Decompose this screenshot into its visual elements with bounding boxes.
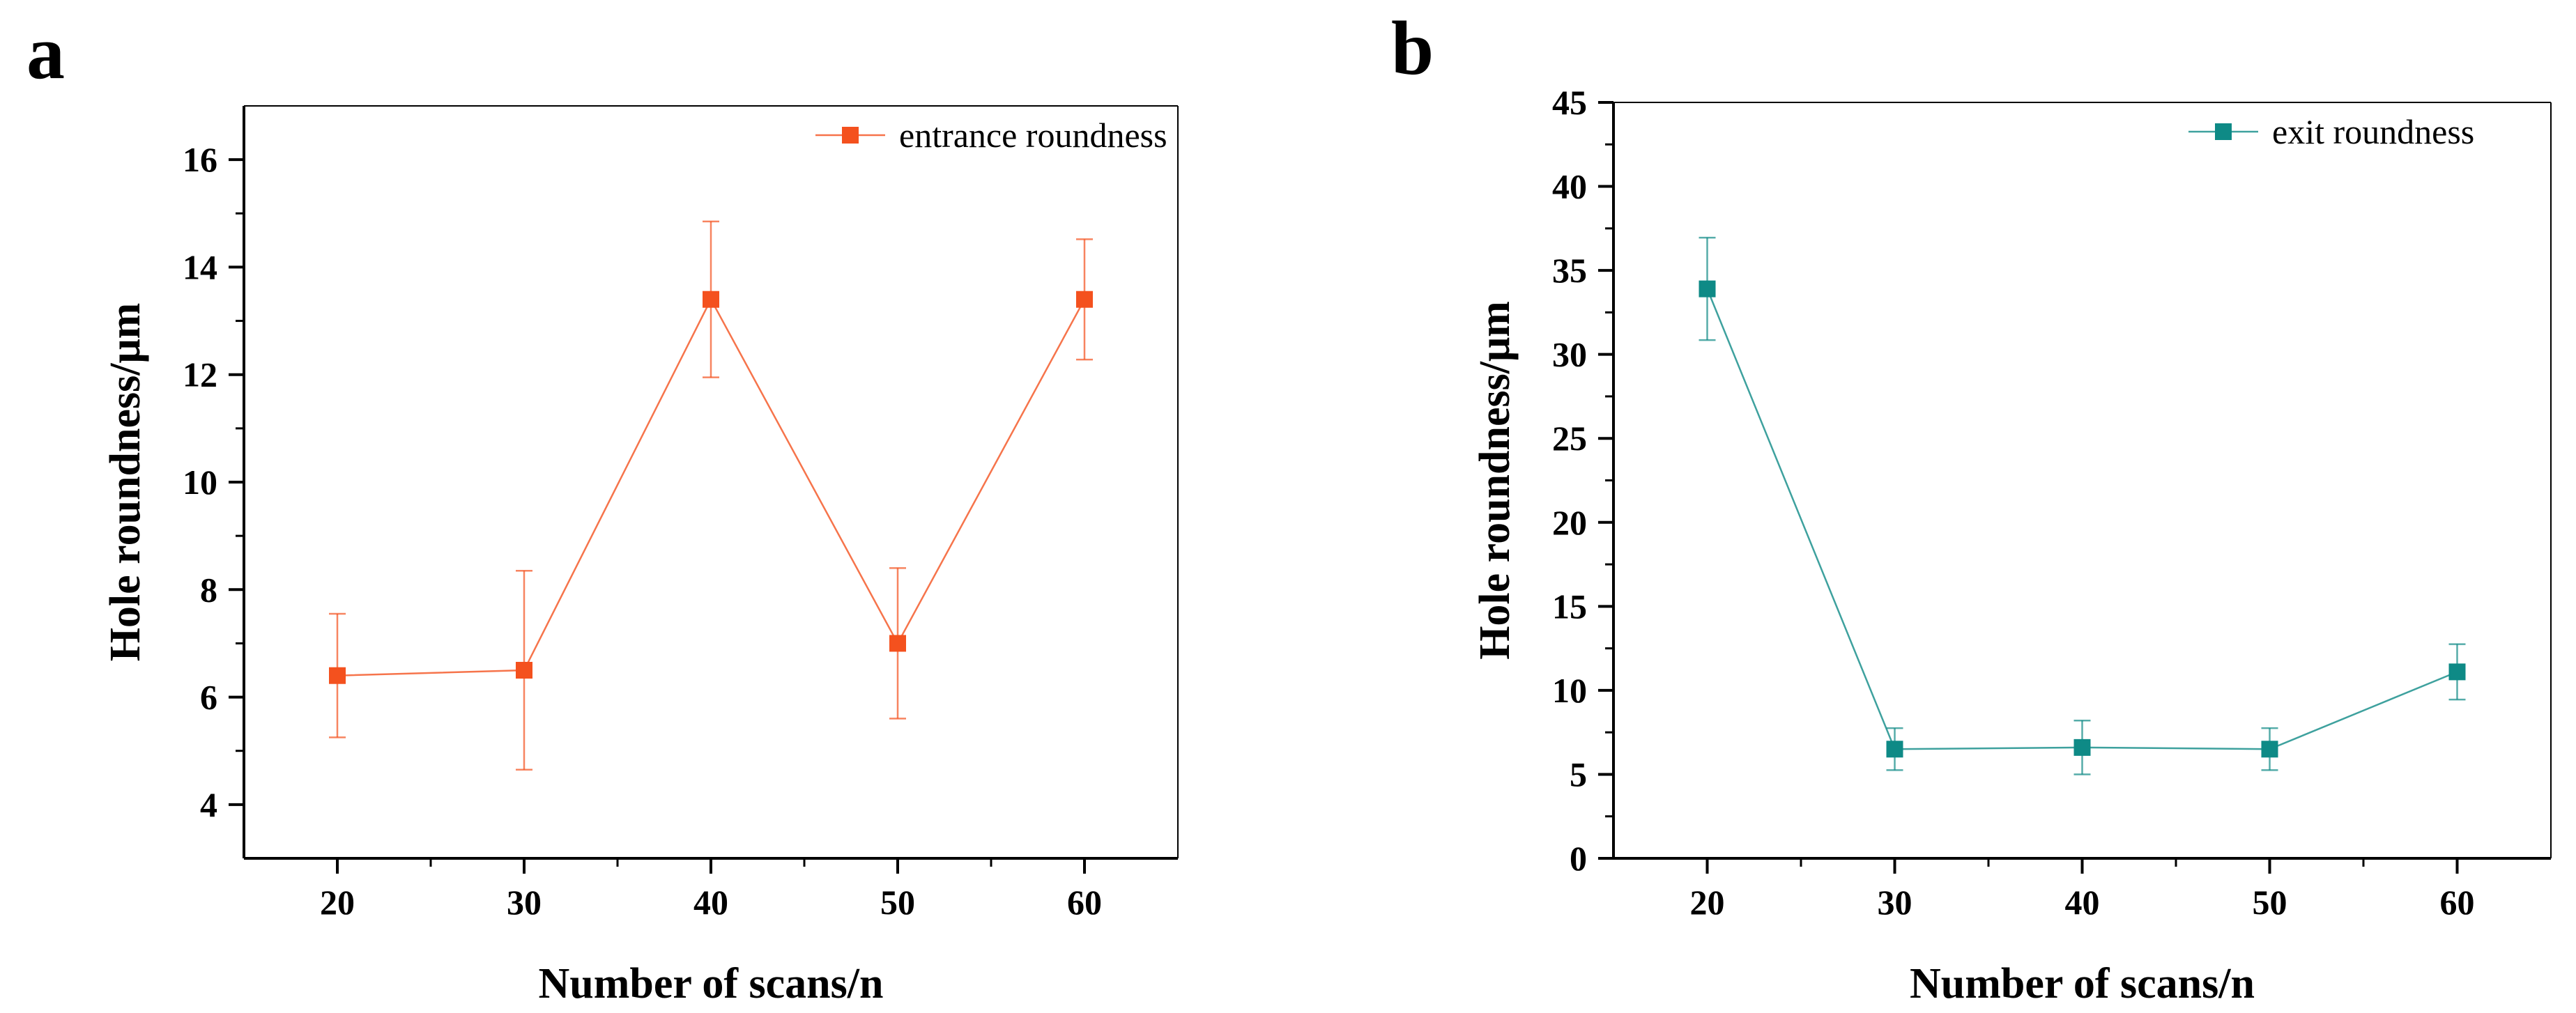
panel-letter-b: b [1391,6,1434,91]
x-tick-label: 30 [1878,883,1912,922]
series-line [1706,288,2458,750]
legend-label: exit roundness [2272,112,2474,151]
data-point [2261,741,2278,758]
data-point [1886,741,1903,758]
x-axis-title: Number of scans/n [539,960,884,1007]
y-axis-title: Hole roundness/μm [1471,301,1519,660]
y-tick-label: 15 [1552,587,1587,626]
panel-letter-a: a [26,10,65,95]
y-tick-label: 16 [183,140,217,179]
data-point [703,291,719,308]
y-tick-label: 0 [1570,839,1587,878]
x-tick-label: 20 [320,883,355,922]
legend-marker [842,127,859,144]
data-point [1076,291,1093,308]
y-tick-label: 4 [200,785,217,824]
y-tick-label: 5 [1570,755,1587,794]
chart-a: 20 30 40 50 60 4 6 8 10 12 14 16 Number of scans/n Ho… [102,105,1179,1007]
y-tick-label: 10 [183,463,217,502]
y-tick-label: 6 [200,678,217,717]
y-tick-label: 35 [1552,251,1587,290]
y-tick-label: 14 [183,247,217,286]
x-tick-label: 50 [880,883,915,922]
data-point [889,635,906,652]
y-tick-label: 40 [1552,167,1587,206]
y-tick-label: 20 [1552,503,1587,542]
data-point [516,662,532,679]
y-tick-label: 45 [1552,83,1587,122]
y-tick-label: 10 [1552,671,1587,710]
x-tick-label: 60 [1067,883,1102,922]
y-tick-label: 8 [200,570,217,609]
x-tick-label: 20 [1690,883,1725,922]
y-axis-title: Hole roundness/μm [102,303,149,662]
x-tick-label: 30 [507,883,542,922]
y-tick-label: 30 [1552,335,1587,374]
x-axis-title: Number of scans/n [1910,960,2255,1007]
y-tick-label: 25 [1552,419,1587,458]
data-point [329,667,346,684]
x-tick-label: 40 [693,883,728,922]
y-tick-label: 12 [183,355,217,394]
legend-label: entrance roundness [899,116,1167,155]
data-point [2448,663,2466,681]
x-tick-label: 60 [2440,883,2475,922]
data-point [1699,280,1716,297]
x-tick-label: 40 [2065,883,2100,922]
data-point [2073,739,2091,756]
legend-marker [2215,123,2232,140]
x-tick-label: 50 [2253,883,2287,922]
chart-b: 20 30 40 50 60 0 5 10 15 20 25 30 35 40 45 Number of sc… [1471,83,2552,1007]
